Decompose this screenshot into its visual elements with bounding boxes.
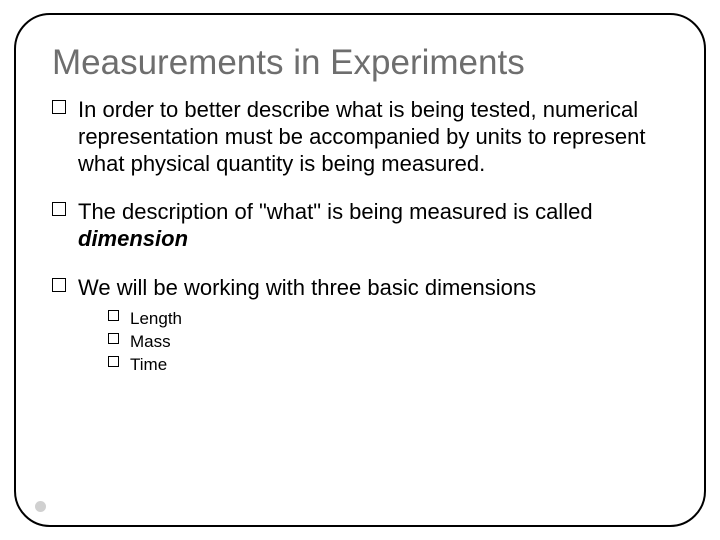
bullet-2: The description of "what" is being measu… — [52, 199, 668, 253]
sub-bullet-mass: Mass — [108, 331, 668, 352]
sub-bullet-list: Length Mass Time — [52, 308, 668, 376]
bullet-3-text: We will be working with three basic dime… — [78, 275, 668, 302]
corner-dot-icon — [35, 501, 46, 512]
bullet-2-prefix: The description of "what" is being measu… — [78, 199, 593, 224]
sub-bullet-length: Length — [108, 308, 668, 329]
subbullet-marker-icon — [108, 356, 119, 367]
sub-bullet-time: Time — [108, 354, 668, 375]
subbullet-marker-icon — [108, 310, 119, 321]
sub-bullet-mass-text: Mass — [130, 331, 668, 352]
slide: Measurements in Experiments In order to … — [0, 0, 720, 540]
sub-bullet-time-text: Time — [130, 354, 668, 375]
subbullet-marker-icon — [108, 333, 119, 344]
bullet-1: In order to better describe what is bein… — [52, 97, 668, 177]
bullet-3: We will be working with three basic dime… — [52, 275, 668, 302]
sub-bullet-length-text: Length — [130, 308, 668, 329]
bullet-marker-icon — [52, 202, 66, 216]
slide-frame: Measurements in Experiments In order to … — [14, 13, 706, 527]
bullet-2-emph: dimension — [78, 226, 188, 251]
bullet-1-text: In order to better describe what is bein… — [78, 97, 668, 177]
bullet-2-text: The description of "what" is being measu… — [78, 199, 668, 253]
slide-title: Measurements in Experiments — [52, 43, 668, 83]
bullet-marker-icon — [52, 100, 66, 114]
bullet-marker-icon — [52, 278, 66, 292]
